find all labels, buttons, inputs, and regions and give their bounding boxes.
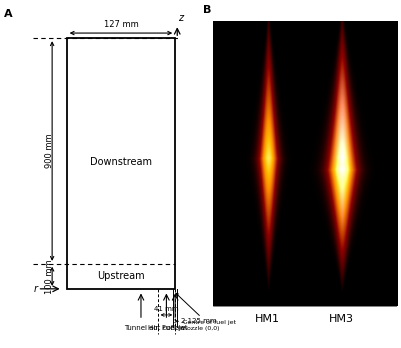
- Text: HM1: HM1: [255, 314, 280, 324]
- Text: Fuel jet: Fuel jet: [162, 325, 188, 331]
- Text: 2.125 mm: 2.125 mm: [181, 318, 217, 324]
- Text: 41 mm: 41 mm: [154, 306, 179, 312]
- Text: Hot coflow: Hot coflow: [148, 325, 185, 331]
- Text: Tunnel air: Tunnel air: [124, 325, 158, 331]
- Bar: [67, 38, 175, 289]
- Text: Upstream: Upstream: [97, 271, 145, 281]
- Text: z: z: [178, 13, 183, 23]
- Text: Downstream: Downstream: [90, 157, 152, 167]
- Text: B: B: [203, 5, 212, 15]
- Text: 900 mm: 900 mm: [45, 134, 53, 168]
- Text: Centre of fuel jet
nozzle (0,0): Centre of fuel jet nozzle (0,0): [176, 293, 237, 331]
- Text: A: A: [4, 9, 13, 19]
- Text: 127 mm: 127 mm: [103, 20, 138, 29]
- Text: 100 mm: 100 mm: [45, 259, 53, 294]
- Text: HM3: HM3: [329, 314, 354, 324]
- Text: r: r: [33, 284, 37, 294]
